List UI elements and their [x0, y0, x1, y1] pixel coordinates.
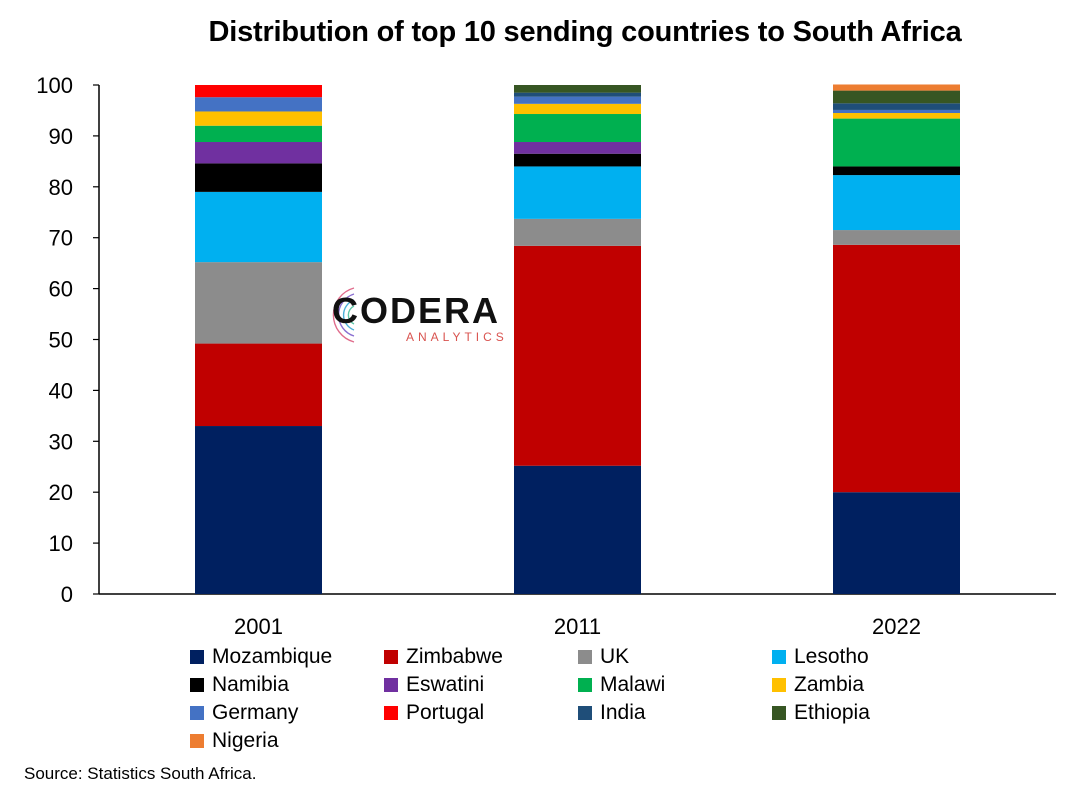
legend-label: Nigeria [212, 728, 279, 752]
legend-label: Namibia [212, 672, 290, 696]
bar-segment-namibia-2022 [833, 166, 960, 176]
bar-segment-mozambique-2001 [195, 426, 322, 594]
legend-item-germany: Germany [190, 699, 384, 726]
bar-segment-mozambique-2022 [833, 492, 960, 594]
x-tick-label: 2011 [554, 614, 601, 639]
y-tick-label: 80 [49, 175, 73, 200]
bar-segment-india-2022 [833, 103, 960, 110]
y-tick-label: 10 [49, 531, 73, 556]
y-tick-label: 70 [49, 226, 73, 251]
legend-item-uk: UK [578, 643, 772, 670]
bar-segment-zambia-2022 [833, 112, 960, 119]
codera-watermark: CODERA ANALYTICS [314, 280, 514, 350]
legend-item-malawi: Malawi [578, 671, 772, 698]
y-tick-label: 20 [49, 480, 73, 505]
y-tick-label: 30 [49, 429, 73, 454]
legend-swatch [190, 705, 204, 720]
x-tick-label: 2022 [872, 614, 921, 639]
y-tick-label: 50 [49, 328, 73, 353]
bar-segment-lesotho-2022 [833, 175, 960, 231]
legend-label: Malawi [600, 672, 666, 696]
legend-swatch [190, 677, 204, 692]
bar-segment-zimbabwe-2022 [833, 244, 960, 493]
legend-item-ethiopia: Ethiopia [772, 699, 950, 726]
bar-segment-zimbabwe-2001 [195, 343, 322, 427]
legend-swatch [578, 705, 592, 720]
legend-swatch [772, 705, 786, 720]
codera-logo-icon [332, 287, 355, 343]
legend-label: India [600, 700, 646, 724]
bar-segment-namibia-2011 [514, 153, 641, 167]
bar-segment-lesotho-2011 [514, 166, 641, 219]
bar-segment-uk-2011 [514, 218, 641, 246]
legend-label: Mozambique [212, 644, 333, 668]
bar-segment-zambia-2011 [514, 103, 641, 115]
bar-segment-zambia-2001 [195, 111, 322, 126]
y-tick-label: 60 [49, 277, 73, 302]
legend-label: Zimbabwe [406, 644, 503, 668]
legend-swatch [190, 649, 204, 664]
chart-legend: Mozambique Zimbabwe UK Lesotho Namibia Eswati… [190, 643, 950, 754]
y-tick-label: 0 [61, 582, 73, 607]
chart-title: Distribution of top 10 sending countries… [208, 16, 962, 48]
legend-item-lesotho: Lesotho [772, 643, 950, 670]
y-tick-label: 90 [49, 124, 73, 149]
legend-label: Germany [212, 700, 299, 724]
legend-label: Eswatini [406, 672, 485, 696]
legend-item-nigeria: Nigeria [190, 727, 384, 754]
bar-segment-portugal-2001 [195, 85, 322, 98]
bar-segment-eswatini-2001 [195, 142, 322, 164]
legend-swatch [384, 705, 398, 720]
bar-segment-uk-2001 [195, 262, 322, 344]
legend-label: Zambia [794, 672, 865, 696]
bar-segment-india-2011 [514, 92, 641, 97]
legend-swatch [384, 649, 398, 664]
bar-segment-malawi-2011 [514, 114, 641, 143]
bar-segment-uk-2022 [833, 230, 960, 245]
legend-item-portugal: Portugal [384, 699, 578, 726]
legend-item-zambia: Zambia [772, 671, 950, 698]
y-tick-label: 100 [36, 73, 73, 98]
legend-item-india: India [578, 699, 772, 726]
source-note: Source: Statistics South Africa. [24, 764, 257, 783]
legend-swatch [190, 733, 204, 748]
legend-swatch [578, 649, 592, 664]
bar-segment-mozambique-2011 [514, 465, 641, 594]
bar-segment-nigeria-2022 [833, 84, 960, 91]
watermark-name: CODERA [332, 290, 501, 331]
legend-swatch [578, 677, 592, 692]
x-tick-label: 2001 [234, 614, 283, 639]
legend-swatch [772, 677, 786, 692]
legend-label: UK [600, 644, 630, 668]
bar-segment-eswatini-2011 [514, 142, 641, 154]
legend-item-namibia: Namibia [190, 671, 384, 698]
legend-label: Ethiopia [794, 700, 870, 724]
legend-label: Portugal [406, 700, 485, 724]
watermark-subtitle: ANALYTICS [406, 330, 508, 344]
bar-segment-zimbabwe-2011 [514, 245, 641, 466]
legend-item-mozambique: Mozambique [190, 643, 384, 670]
legend-label: Lesotho [794, 644, 869, 668]
bar-segment-ethiopia-2022 [833, 90, 960, 104]
bar-segment-germany-2022 [833, 109, 960, 113]
y-tick-label: 40 [49, 378, 73, 403]
bar-segment-germany-2011 [514, 96, 641, 104]
bar-segment-germany-2001 [195, 97, 322, 112]
bar-segment-lesotho-2001 [195, 191, 322, 263]
bar-segment-ethiopia-2011 [514, 85, 641, 93]
legend-item-eswatini: Eswatini [384, 671, 578, 698]
bar-segment-malawi-2001 [195, 125, 322, 143]
bar-segment-namibia-2001 [195, 163, 322, 192]
bar-segment-malawi-2022 [833, 118, 960, 167]
legend-swatch [384, 677, 398, 692]
chart-plot: 0 10 20 30 40 50 60 70 80 90 100 2001 2011 2022 [36, 73, 1056, 639]
legend-swatch [772, 649, 786, 664]
legend-item-zimbabwe: Zimbabwe [384, 643, 578, 670]
